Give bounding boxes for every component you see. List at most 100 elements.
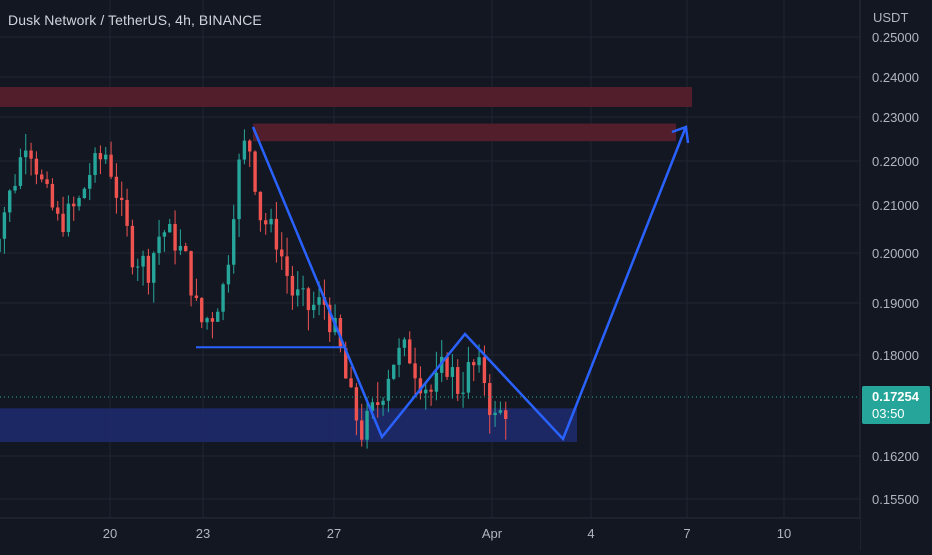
candle-body <box>274 218 279 250</box>
candle-body <box>189 251 193 296</box>
candle-body <box>264 220 268 225</box>
candle-body <box>386 378 391 401</box>
y-tick-label: 0.18000 <box>872 348 919 363</box>
candle-body <box>45 179 49 184</box>
candle-body <box>482 357 487 383</box>
candle-body <box>248 140 252 152</box>
candle-body <box>104 154 108 160</box>
pattern-path <box>251 126 687 442</box>
candle-body <box>216 311 220 322</box>
y-tick-label: 0.23000 <box>872 110 919 125</box>
y-tick-label: 0.21000 <box>872 198 919 213</box>
candle-body <box>66 203 71 233</box>
candle-body <box>0 238 1 252</box>
candle-body <box>488 382 492 416</box>
candle-body <box>450 367 455 377</box>
candle-body <box>445 356 449 377</box>
candle-body <box>146 255 151 283</box>
candle-body <box>13 185 17 191</box>
candle-body <box>173 223 177 251</box>
candle-body <box>472 362 476 366</box>
candle-body <box>157 236 161 254</box>
candle-body <box>237 159 241 220</box>
candle-body <box>397 347 401 365</box>
candle-body <box>130 225 135 268</box>
candle-body <box>56 207 60 214</box>
candle-body <box>141 255 145 267</box>
time-axis-bg <box>0 518 860 550</box>
candle-body <box>232 219 236 265</box>
y-tick-label: 0.22000 <box>872 154 919 169</box>
candle-body <box>354 387 359 421</box>
candle-body <box>258 191 263 221</box>
currency-label: USDT <box>873 10 908 25</box>
resistance-zone-upper <box>0 87 692 107</box>
y-tick-label: 0.24000 <box>872 70 919 85</box>
candle-body <box>184 245 188 252</box>
candle-body <box>338 318 343 349</box>
candle-body <box>280 249 284 257</box>
candle-body <box>306 288 311 311</box>
candle-body <box>205 318 209 323</box>
candle-body <box>498 410 503 413</box>
candle-body <box>461 392 465 394</box>
candle-body <box>317 297 321 305</box>
candle-body <box>61 213 65 233</box>
candle-body <box>418 378 423 394</box>
x-tick-label: 23 <box>196 526 210 541</box>
x-tick-label: 7 <box>683 526 690 541</box>
candle-body <box>114 176 119 198</box>
candle-body <box>88 175 92 189</box>
candle-body <box>24 150 28 158</box>
support-zone <box>0 408 577 442</box>
x-tick-label: Apr <box>482 526 503 541</box>
candle-body <box>178 245 183 251</box>
candle-body <box>8 190 12 213</box>
candle-body <box>72 203 76 207</box>
candle-body <box>40 174 44 180</box>
candle-body <box>413 363 417 379</box>
price-axis-bg <box>860 0 932 550</box>
candle-body <box>253 151 257 192</box>
candle-body <box>402 339 407 348</box>
candle-body <box>194 295 199 299</box>
candle-body <box>168 223 172 233</box>
pattern-arrowhead <box>671 125 690 144</box>
candle-body <box>50 183 55 208</box>
y-tick-label: 0.20000 <box>872 246 919 261</box>
candle-body <box>290 275 295 296</box>
candle-body <box>301 288 305 290</box>
candle-body <box>120 197 124 200</box>
y-tick-label: 0.15500 <box>872 492 919 507</box>
candle-body <box>77 198 81 207</box>
candle-body <box>109 154 113 177</box>
symbol-title[interactable]: Dusk Network / TetherUS, 4h, BINANCE <box>8 12 262 28</box>
x-tick-label: 4 <box>587 526 594 541</box>
candle-body <box>162 232 167 237</box>
candle-body <box>221 284 225 312</box>
candle-body <box>296 289 300 296</box>
candle-body <box>125 199 129 226</box>
candle-body <box>360 420 364 440</box>
candle-body <box>152 253 156 283</box>
candle-body <box>349 378 353 388</box>
current-price-countdown: 03:50 <box>872 406 905 421</box>
current-price-value: 0.17254 <box>872 389 920 404</box>
y-tick-label: 0.25000 <box>872 30 919 45</box>
candle-body <box>365 410 369 440</box>
candle-body <box>200 298 204 323</box>
y-tick-label: 0.16200 <box>872 449 919 464</box>
candle-body <box>504 410 508 419</box>
candle-body <box>434 372 439 392</box>
candle-body <box>493 412 497 416</box>
y-tick-label: 0.19000 <box>872 296 919 311</box>
x-tick-label: 20 <box>103 526 117 541</box>
candle-body <box>477 357 481 366</box>
x-tick-label: 10 <box>777 526 791 541</box>
candle-body <box>285 256 289 276</box>
candle-body <box>136 266 140 268</box>
candle-body <box>210 318 215 322</box>
candle-body <box>456 367 460 394</box>
